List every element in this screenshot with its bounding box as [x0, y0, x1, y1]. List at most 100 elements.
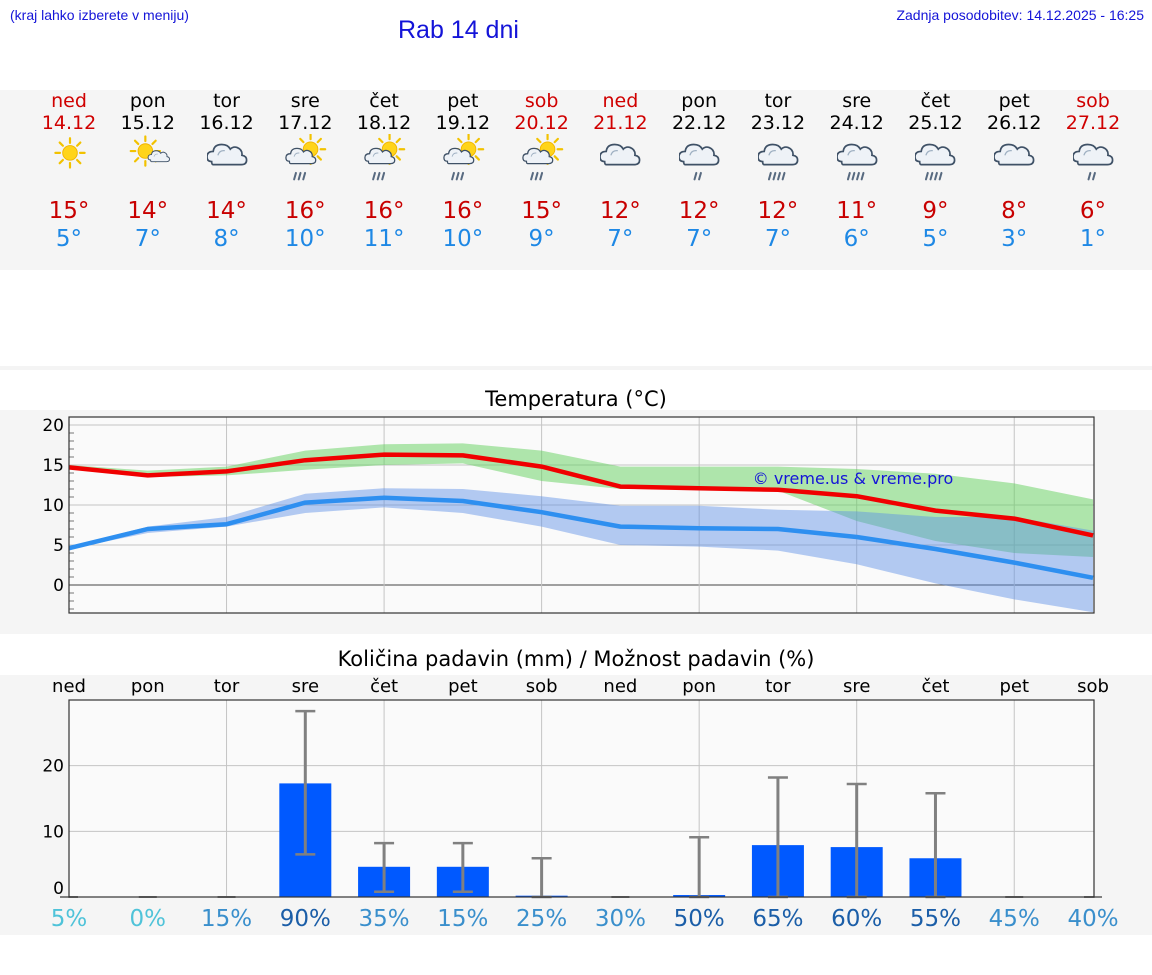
max-temp-line	[68, 452, 1094, 538]
day-name: ned	[51, 90, 87, 112]
max-temp: 16°	[284, 198, 326, 224]
precip-probability: 45%	[989, 906, 1040, 932]
day-column[interactable]: sre 17.12 16° 10°	[265, 90, 345, 270]
day-label: sob	[1077, 676, 1109, 697]
precip-probability: 5%	[51, 906, 88, 932]
day-label: pon	[682, 676, 716, 697]
min-temp: 10°	[442, 226, 484, 252]
day-column[interactable]: sob 20.12 15° 9°	[502, 90, 582, 270]
precip-chart-title: Količina padavin (mm) / Možnost padavin …	[337, 647, 815, 671]
day-column[interactable]: sre 24.12 11° 6°	[817, 90, 897, 270]
day-column[interactable]: pon 22.12 12° 7°	[659, 90, 739, 270]
max-temp: 9°	[922, 198, 949, 224]
day-column[interactable]: pon 15.12 14° 7°	[108, 90, 188, 270]
cloud-rain-icon	[1072, 134, 1115, 190]
cloud-heavy-rain-icon	[914, 134, 957, 190]
min-temp: 3°	[1001, 226, 1028, 252]
day-label: pet	[448, 676, 478, 697]
max-temp: 12°	[678, 198, 720, 224]
day-date: 23.12	[750, 112, 806, 134]
precip-probability: 55%	[910, 906, 961, 932]
y-tick-label: 0	[53, 576, 64, 596]
sun-rain-icon	[364, 133, 406, 190]
day-name: pet	[447, 90, 479, 112]
day-column[interactable]: čet 18.12 16° 11°	[344, 90, 424, 270]
day-date: 21.12	[593, 112, 648, 134]
max-temp: 14°	[127, 198, 169, 224]
day-label: pet	[999, 676, 1029, 697]
max-temp: 16°	[442, 198, 484, 224]
day-date: 25.12	[908, 112, 963, 134]
day-column[interactable]: čet 25.12 9° 5°	[895, 90, 975, 270]
day-label: pon	[131, 676, 165, 697]
max-temp: 15°	[48, 198, 90, 224]
temperature-chart: 0 5 10 15 20 © vreme.us & vreme.pro	[42, 416, 1095, 614]
max-temp-range-band	[69, 443, 1094, 557]
min-temp: 11°	[363, 226, 405, 252]
day-column[interactable]: tor 23.12 12° 7°	[738, 90, 818, 270]
min-temp-line	[68, 495, 1094, 581]
max-temp: 8°	[1001, 198, 1028, 224]
min-temp: 7°	[764, 226, 791, 252]
min-temp: 8°	[213, 226, 240, 252]
y-tick-label: 15	[42, 456, 64, 476]
day-name: pon	[681, 90, 718, 112]
day-label: sre	[292, 676, 319, 697]
precip-probability: 60%	[831, 906, 882, 932]
sun-cloud-icon	[128, 134, 170, 190]
day-label: ned	[52, 676, 86, 697]
location-menu-hint[interactable]: (kraj lahko izberete v meniju)	[10, 7, 189, 23]
min-temp-range-band	[69, 488, 1094, 613]
min-temp: 5°	[922, 226, 949, 252]
min-temp: 6°	[843, 226, 870, 252]
min-temp: 7°	[134, 226, 161, 252]
max-temp: 12°	[599, 198, 641, 224]
day-label: sre	[843, 676, 870, 697]
day-date: 16.12	[199, 112, 254, 134]
day-column[interactable]: sob 27.12 6° 1°	[1053, 90, 1133, 270]
y-tick-label: 20	[42, 416, 64, 436]
day-name: čet	[920, 90, 951, 112]
day-date: 17.12	[278, 112, 333, 134]
day-name: ned	[602, 90, 639, 112]
precip-probability: 35%	[359, 906, 410, 932]
day-column[interactable]: ned 14.12 15° 5°	[29, 90, 109, 270]
min-temp: 1°	[1079, 226, 1107, 252]
day-date: 15.12	[120, 112, 175, 134]
temperature-chart-title: Temperatura (°C)	[485, 387, 667, 411]
day-column[interactable]: tor 16.12 14° 8°	[187, 90, 267, 270]
cloud-icon	[599, 134, 642, 190]
cloud-rain-icon	[678, 134, 721, 190]
cloud-heavy-rain-icon	[835, 134, 879, 190]
day-name: čet	[369, 90, 399, 112]
max-temp: 15°	[521, 198, 562, 224]
day-column[interactable]: pet 19.12 16° 10°	[423, 90, 503, 270]
max-temp: 14°	[206, 198, 247, 224]
cloud-heavy-rain-icon	[757, 134, 800, 190]
day-name: tor	[764, 90, 792, 112]
day-name: pon	[129, 90, 166, 112]
min-temp: 7°	[686, 226, 713, 252]
y-tick-label: 20	[42, 757, 64, 777]
y-tick-label: 10	[42, 822, 64, 842]
day-date: 20.12	[514, 112, 569, 134]
plot-frame	[68, 699, 1095, 898]
y-tick-label: 0	[53, 879, 64, 899]
day-column[interactable]: ned 21.12 12° 7°	[580, 90, 660, 270]
page-title: Rab 14 dni	[398, 16, 519, 44]
max-temp: 16°	[363, 198, 405, 224]
day-date: 26.12	[987, 112, 1042, 134]
precip-probability: 65%	[752, 906, 803, 932]
sun-rain-icon	[285, 133, 327, 190]
day-label: čet	[370, 676, 398, 697]
precip-chart: 0 10 20 ned pon tor sre čet pet sob ned pon tor sre če…	[42, 676, 1118, 932]
day-label: ned	[603, 676, 637, 697]
precip-probability: 40%	[1067, 906, 1118, 932]
precip-probability: 15%	[437, 906, 488, 932]
day-column[interactable]: pet 26.12 8° 3°	[974, 90, 1054, 270]
plot-frame	[68, 416, 1095, 614]
sun-rain-icon	[521, 133, 564, 190]
separator	[0, 366, 1152, 370]
day-name: tor	[213, 90, 240, 112]
min-temp: 9°	[528, 226, 555, 252]
